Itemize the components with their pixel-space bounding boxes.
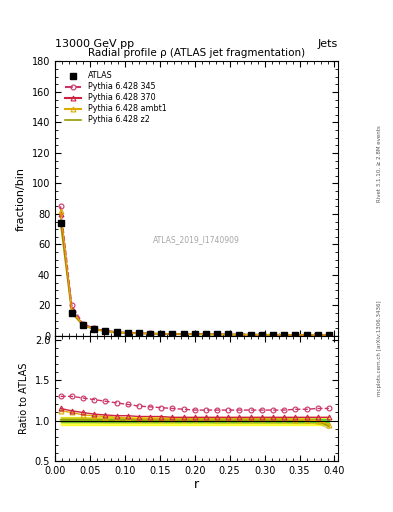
Text: mcplots.cern.ch [arXiv:1306.3436]: mcplots.cern.ch [arXiv:1306.3436]	[377, 301, 382, 396]
Title: Radial profile ρ (ATLAS jet fragmentation): Radial profile ρ (ATLAS jet fragmentatio…	[88, 48, 305, 58]
Y-axis label: fraction/bin: fraction/bin	[16, 167, 26, 231]
Text: ATLAS_2019_I1740909: ATLAS_2019_I1740909	[153, 236, 240, 244]
Legend: ATLAS, Pythia 6.428 345, Pythia 6.428 370, Pythia 6.428 ambt1, Pythia 6.428 z2: ATLAS, Pythia 6.428 345, Pythia 6.428 37…	[62, 68, 170, 127]
Y-axis label: Ratio to ATLAS: Ratio to ATLAS	[19, 362, 29, 434]
Text: Jets: Jets	[318, 38, 338, 49]
X-axis label: r: r	[194, 478, 199, 492]
Text: Rivet 3.1.10, ≥ 2.8M events: Rivet 3.1.10, ≥ 2.8M events	[377, 125, 382, 202]
Text: 13000 GeV pp: 13000 GeV pp	[55, 38, 134, 49]
